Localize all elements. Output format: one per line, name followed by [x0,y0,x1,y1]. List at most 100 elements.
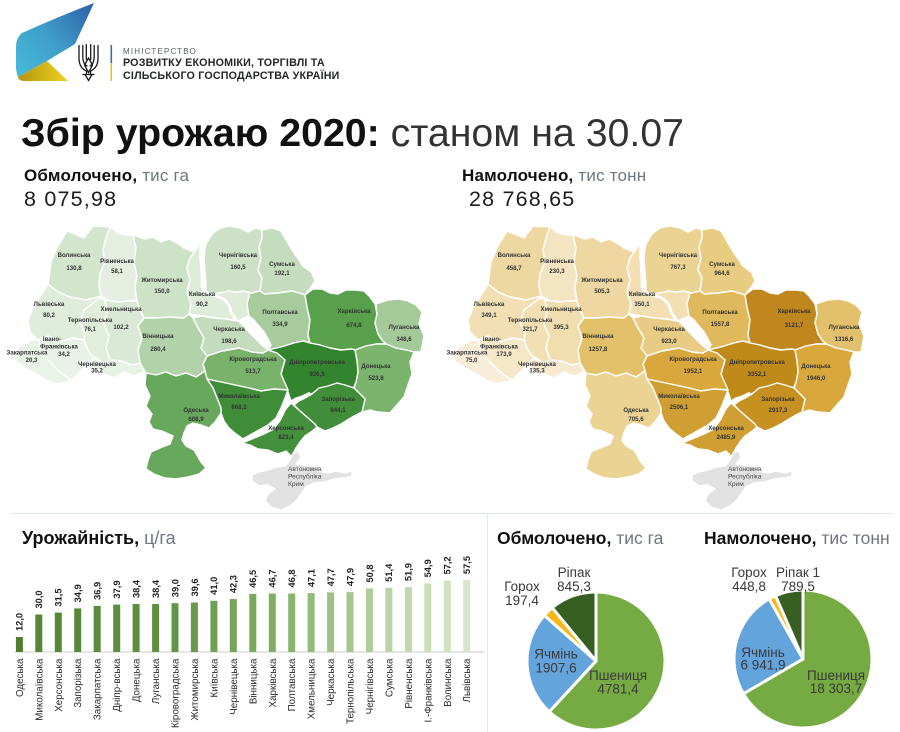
svg-text:150,0: 150,0 [154,288,170,295]
svg-text:964,6: 964,6 [714,270,730,277]
svg-text:3121,7: 3121,7 [785,322,804,329]
svg-text:845,3: 845,3 [557,579,591,594]
svg-text:789,5: 789,5 [781,579,815,594]
svg-text:1946,0: 1946,0 [807,375,826,382]
svg-text:Вінницька: Вінницька [582,333,614,340]
svg-text:Миколаївська: Миколаївська [658,393,700,400]
svg-text:1557,8: 1557,8 [711,321,730,328]
svg-text:823,4: 823,4 [278,434,294,441]
svg-text:12,0: 12,0 [15,613,25,631]
svg-text:Сумська: Сумська [709,261,735,268]
svg-text:СІЛЬСЬКОГО ГОСПОДАРСТВА УКРАЇН: СІЛЬСЬКОГО ГОСПОДАРСТВА УКРАЇНИ [123,69,340,82]
svg-text:Республіка: Республіка [288,473,322,481]
svg-text:58,1: 58,1 [111,268,123,275]
svg-text:54,9: 54,9 [423,559,433,577]
svg-text:Запорізька: Запорізька [73,658,84,708]
svg-text:Тернопільська: Тернопільська [508,317,553,324]
svg-text:1257,8: 1257,8 [589,346,608,353]
svg-text:505,3: 505,3 [594,288,610,295]
svg-text:46,7: 46,7 [268,569,278,587]
svg-text:2917,3: 2917,3 [769,407,788,414]
svg-text:Горох: Горох [504,579,540,594]
svg-text:Черкаська: Черкаська [213,326,245,333]
svg-text:Волинська: Волинська [443,658,454,707]
svg-text:41,0: 41,0 [209,577,219,595]
svg-text:57,2: 57,2 [443,556,453,574]
svg-text:198,6: 198,6 [221,338,237,345]
svg-text:Ріпак: Ріпак [558,565,591,580]
svg-text:Полтавська: Полтавська [262,309,298,316]
svg-text:Львівська: Львівська [462,658,473,703]
svg-text:Франківська: Франківська [480,344,519,351]
svg-text:30,0: 30,0 [34,590,44,608]
svg-text:Чернівецька: Чернівецька [229,658,240,715]
svg-text:513,7: 513,7 [245,368,261,375]
svg-text:230,3: 230,3 [549,268,565,275]
svg-text:Чернігівська: Чернігівська [219,252,258,259]
svg-text:Ячмінь: Ячмінь [534,647,578,662]
svg-text:Чернівецька: Чернівецька [78,361,116,368]
svg-text:Чернігівська: Чернігівська [659,252,698,259]
svg-text:34,9: 34,9 [73,584,83,602]
svg-text:МІНІСТЕРСТВО: МІНІСТЕРСТВО [123,47,197,56]
svg-text:90,2: 90,2 [196,301,208,308]
svg-text:923,0: 923,0 [661,338,677,345]
svg-text:39,0: 39,0 [170,579,180,597]
svg-text:38,4: 38,4 [131,579,141,598]
svg-text:Кіровоградська: Кіровоградська [171,658,182,728]
svg-text:Херсонська: Херсонська [54,658,65,712]
svg-text:Луганська: Луганська [829,324,860,331]
svg-text:Полтавська: Полтавська [287,658,298,711]
svg-text:Донецька: Донецька [801,363,831,370]
svg-text:47,9: 47,9 [345,568,355,586]
svg-text:36,9: 36,9 [93,582,103,600]
svg-text:Франківська: Франківська [40,344,79,351]
svg-text:Тернопільська: Тернопільська [68,317,113,324]
svg-text:Херсонська: Херсонська [708,425,744,432]
svg-text:448,8: 448,8 [732,579,766,594]
svg-text:674,8: 674,8 [346,322,362,329]
svg-text:705,6: 705,6 [628,416,644,423]
svg-text:Донецька: Донецька [361,363,391,370]
svg-text:348,6: 348,6 [396,336,412,343]
svg-text:926,5: 926,5 [309,371,325,378]
svg-text:280,4: 280,4 [150,346,166,353]
svg-text:Одеська: Одеська [15,658,26,697]
svg-text:Закарпатська: Закарпатська [447,350,489,357]
svg-text:Житомирська: Житомирська [140,277,183,284]
svg-text:46,8: 46,8 [287,569,297,587]
svg-text:Рівненська: Рівненська [540,258,574,265]
svg-text:Ріпак 1: Ріпак 1 [776,565,820,580]
svg-text:76,1: 76,1 [84,326,96,333]
svg-text:34,2: 34,2 [58,351,70,358]
svg-text:Рівненська: Рівненська [100,258,134,265]
svg-text:80,2: 80,2 [43,312,55,319]
svg-text:Сумська: Сумська [384,658,395,697]
svg-text:192,1: 192,1 [274,270,290,277]
svg-text:Чернівецька: Чернівецька [518,361,556,368]
svg-text:42,3: 42,3 [229,575,239,593]
svg-text:197,4: 197,4 [505,593,539,608]
svg-text:6 941,9: 6 941,9 [740,658,785,673]
svg-text:50,8: 50,8 [365,564,375,582]
svg-text:334,9: 334,9 [272,321,288,328]
svg-text:Волинська: Волинська [498,252,531,259]
svg-text:Житомирська: Житомирська [190,658,201,721]
svg-text:135,3: 135,3 [529,368,545,375]
svg-text:Хмельницька: Хмельницька [541,306,583,313]
svg-text:130,8: 130,8 [66,265,82,272]
svg-text:Чернігівська: Чернігівська [365,658,376,714]
svg-text:Луганська: Луганська [151,658,162,704]
svg-text:350,1: 350,1 [634,301,650,308]
svg-text:1316,6: 1316,6 [835,336,854,343]
svg-text:Пшениця: Пшениця [807,668,865,683]
svg-text:Хмельницька: Хмельницька [101,306,143,313]
svg-text:Автономна: Автономна [288,466,322,473]
svg-text:2506,1: 2506,1 [670,404,689,411]
svg-text:39,6: 39,6 [190,578,200,596]
svg-text:Ячмінь: Ячмінь [741,645,785,660]
svg-text:Полтавська: Полтавська [702,309,738,316]
svg-text:Львівська: Львівська [474,301,505,308]
svg-text:46,5: 46,5 [248,570,258,588]
svg-text:Хмельницька: Хмельницька [307,658,318,719]
